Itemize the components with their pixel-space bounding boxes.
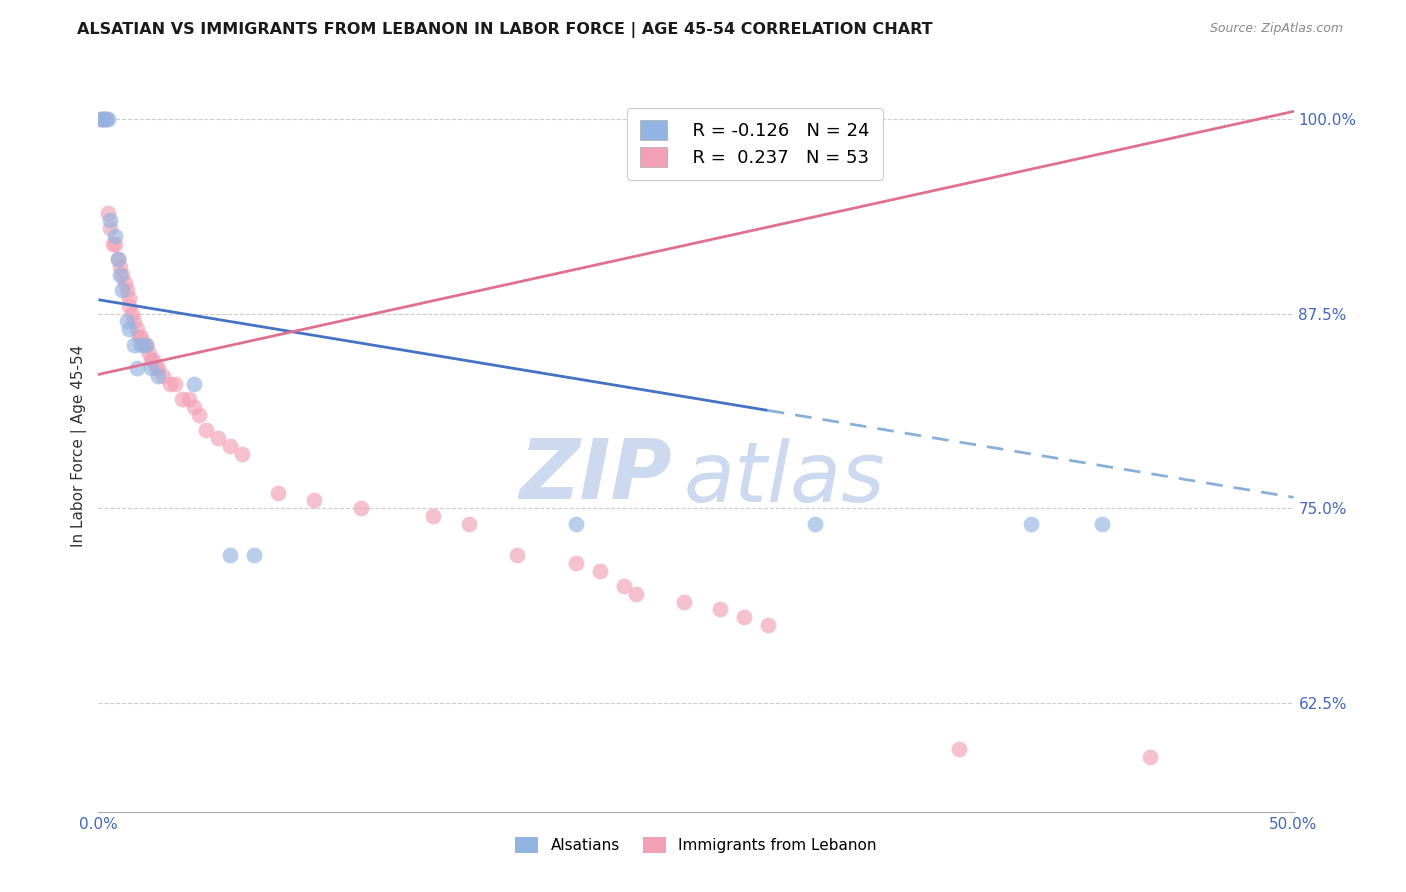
Y-axis label: In Labor Force | Age 45-54: In Labor Force | Age 45-54 xyxy=(72,345,87,547)
Point xyxy=(107,252,129,267)
Point xyxy=(219,548,242,562)
Point xyxy=(124,338,146,352)
Point xyxy=(183,400,205,414)
Point xyxy=(148,361,170,376)
Point xyxy=(125,322,148,336)
Point xyxy=(115,314,138,328)
Text: ZIP: ZIP xyxy=(519,434,672,516)
Point xyxy=(613,579,636,593)
Point xyxy=(163,376,186,391)
Point xyxy=(114,276,136,290)
Point xyxy=(1019,516,1042,531)
Text: ALSATIAN VS IMMIGRANTS FROM LEBANON IN LABOR FORCE | AGE 45-54 CORRELATION CHART: ALSATIAN VS IMMIGRANTS FROM LEBANON IN L… xyxy=(77,22,934,38)
Point xyxy=(756,618,779,632)
Point xyxy=(90,112,112,127)
Point xyxy=(132,338,155,352)
Point xyxy=(108,268,131,282)
Point xyxy=(118,299,141,313)
Point xyxy=(506,548,529,562)
Point xyxy=(125,361,148,376)
Point xyxy=(589,564,612,578)
Point xyxy=(565,556,588,570)
Point xyxy=(709,602,731,616)
Point xyxy=(172,392,194,407)
Point xyxy=(804,516,827,531)
Point xyxy=(124,314,146,328)
Point xyxy=(128,330,150,344)
Point xyxy=(145,361,167,376)
Point xyxy=(267,485,290,500)
Point xyxy=(243,548,266,562)
Point xyxy=(98,221,122,235)
Point xyxy=(90,112,112,127)
Point xyxy=(135,338,157,352)
Point xyxy=(97,112,120,127)
Point xyxy=(118,322,141,336)
Point xyxy=(187,408,209,422)
Point xyxy=(207,431,229,445)
Point xyxy=(195,424,218,438)
Point xyxy=(422,509,444,524)
Point xyxy=(131,330,153,344)
Point xyxy=(111,284,134,298)
Point xyxy=(104,236,127,251)
Point xyxy=(104,228,127,243)
Point xyxy=(131,338,153,352)
Point xyxy=(91,112,114,127)
Point xyxy=(142,353,165,368)
Point xyxy=(101,236,124,251)
Point xyxy=(159,376,181,391)
Point xyxy=(118,291,141,305)
Point xyxy=(1139,750,1161,764)
Point xyxy=(183,376,205,391)
Point xyxy=(138,345,160,359)
Point xyxy=(121,307,143,321)
Point xyxy=(565,516,588,531)
Point xyxy=(108,260,131,274)
Point xyxy=(107,252,129,267)
Point xyxy=(948,742,970,756)
Point xyxy=(111,268,134,282)
Point xyxy=(148,368,170,383)
Point xyxy=(91,112,114,127)
Point xyxy=(94,112,117,127)
Point xyxy=(733,610,755,624)
Point xyxy=(673,594,696,608)
Point xyxy=(1091,516,1114,531)
Legend: Alsatians, Immigrants from Lebanon: Alsatians, Immigrants from Lebanon xyxy=(509,830,883,859)
Point xyxy=(350,501,373,516)
Point xyxy=(97,205,120,219)
Point xyxy=(179,392,201,407)
Point xyxy=(458,516,481,531)
Point xyxy=(626,587,648,601)
Point xyxy=(94,112,117,127)
Point xyxy=(98,213,122,227)
Point xyxy=(152,368,174,383)
Point xyxy=(231,447,253,461)
Point xyxy=(135,338,157,352)
Text: Source: ZipAtlas.com: Source: ZipAtlas.com xyxy=(1209,22,1343,36)
Text: atlas: atlas xyxy=(685,438,886,519)
Point xyxy=(139,353,162,368)
Point xyxy=(302,493,325,508)
Point xyxy=(219,439,242,453)
Point xyxy=(139,361,162,376)
Point xyxy=(115,284,138,298)
